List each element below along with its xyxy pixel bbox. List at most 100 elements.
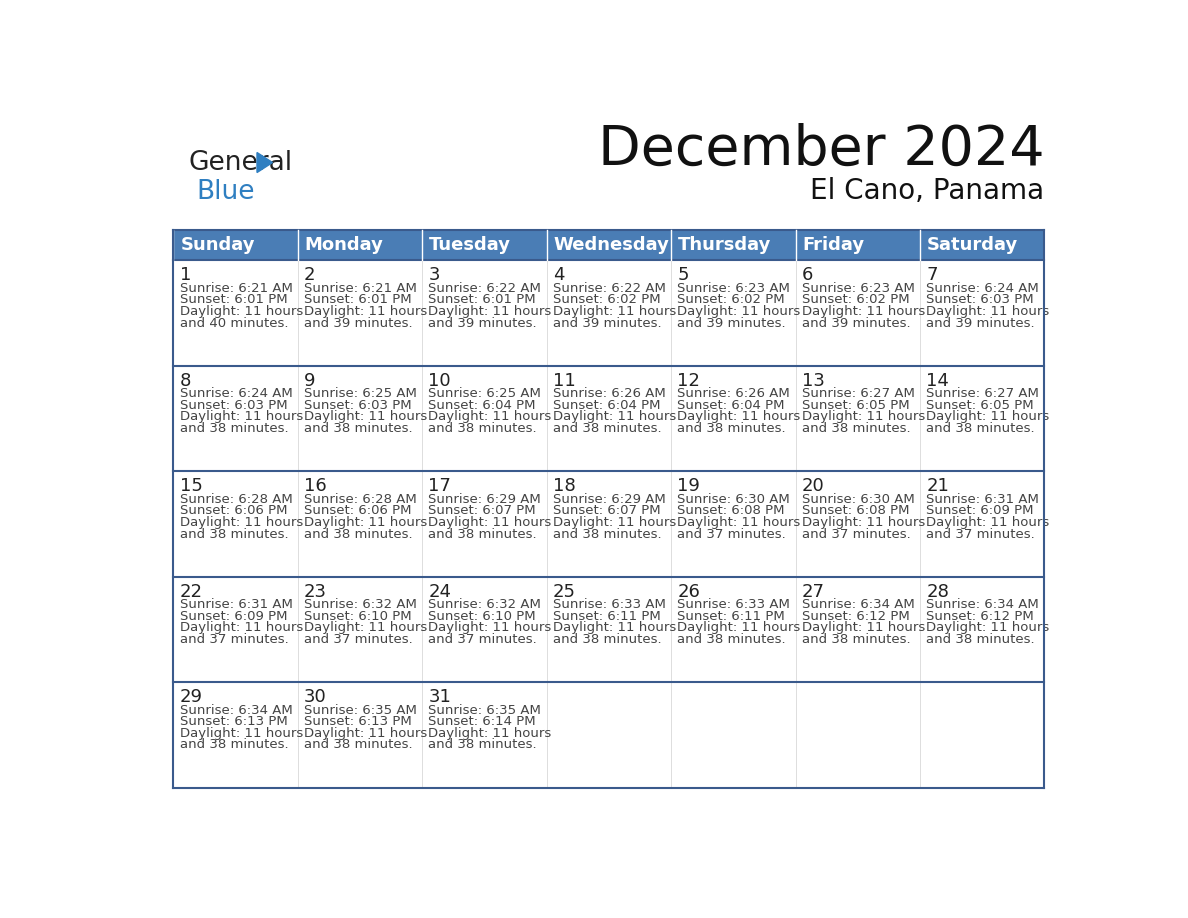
- Bar: [546, 261, 671, 365]
- Text: Sunset: 6:02 PM: Sunset: 6:02 PM: [677, 294, 785, 307]
- Text: 8: 8: [179, 372, 191, 390]
- Text: Sunset: 6:05 PM: Sunset: 6:05 PM: [802, 399, 909, 412]
- Text: and 39 minutes.: and 39 minutes.: [802, 317, 910, 330]
- Text: and 39 minutes.: and 39 minutes.: [304, 317, 412, 330]
- Text: Sunset: 6:01 PM: Sunset: 6:01 PM: [304, 294, 411, 307]
- Text: Sunrise: 6:21 AM: Sunrise: 6:21 AM: [179, 282, 292, 295]
- Text: and 38 minutes.: and 38 minutes.: [304, 528, 412, 541]
- Text: and 38 minutes.: and 38 minutes.: [552, 422, 662, 435]
- Text: Sunrise: 6:32 AM: Sunrise: 6:32 AM: [429, 599, 542, 611]
- Polygon shape: [257, 152, 272, 173]
- Bar: [546, 365, 671, 471]
- Text: and 38 minutes.: and 38 minutes.: [677, 422, 786, 435]
- Text: Daylight: 11 hours: Daylight: 11 hours: [552, 516, 676, 529]
- Text: Daylight: 11 hours: Daylight: 11 hours: [304, 727, 428, 740]
- Text: 23: 23: [304, 583, 327, 601]
- Text: Daylight: 11 hours: Daylight: 11 hours: [677, 516, 801, 529]
- Text: Sunset: 6:04 PM: Sunset: 6:04 PM: [429, 399, 536, 412]
- Bar: [671, 365, 796, 471]
- Text: Daylight: 11 hours: Daylight: 11 hours: [429, 621, 551, 634]
- Text: Daylight: 11 hours: Daylight: 11 hours: [677, 305, 801, 318]
- Text: Daylight: 11 hours: Daylight: 11 hours: [802, 621, 925, 634]
- Text: 5: 5: [677, 266, 689, 285]
- Text: Sunset: 6:07 PM: Sunset: 6:07 PM: [552, 504, 661, 518]
- Text: Sunset: 6:02 PM: Sunset: 6:02 PM: [552, 294, 661, 307]
- Text: 22: 22: [179, 583, 202, 601]
- Bar: [796, 261, 920, 365]
- Bar: [173, 682, 298, 788]
- Text: 24: 24: [429, 583, 451, 601]
- Text: and 39 minutes.: and 39 minutes.: [677, 317, 786, 330]
- Text: 29: 29: [179, 688, 202, 707]
- Bar: [173, 365, 298, 471]
- Text: 21: 21: [927, 477, 949, 496]
- Text: Sunrise: 6:27 AM: Sunrise: 6:27 AM: [927, 387, 1040, 400]
- Text: Sunset: 6:03 PM: Sunset: 6:03 PM: [927, 294, 1034, 307]
- Text: Sunset: 6:11 PM: Sunset: 6:11 PM: [552, 610, 661, 623]
- Text: 14: 14: [927, 372, 949, 390]
- Bar: [920, 682, 1044, 788]
- Text: and 38 minutes.: and 38 minutes.: [179, 738, 289, 752]
- Text: Daylight: 11 hours: Daylight: 11 hours: [304, 410, 428, 423]
- Text: and 38 minutes.: and 38 minutes.: [552, 528, 662, 541]
- Text: Sunset: 6:14 PM: Sunset: 6:14 PM: [429, 715, 536, 728]
- Text: 26: 26: [677, 583, 700, 601]
- Text: and 37 minutes.: and 37 minutes.: [304, 633, 412, 646]
- Text: Sunrise: 6:35 AM: Sunrise: 6:35 AM: [304, 704, 417, 717]
- Text: Friday: Friday: [802, 236, 865, 254]
- Text: Sunset: 6:10 PM: Sunset: 6:10 PM: [429, 610, 536, 623]
- Bar: [422, 230, 546, 261]
- Text: Sunset: 6:02 PM: Sunset: 6:02 PM: [802, 294, 909, 307]
- Text: and 38 minutes.: and 38 minutes.: [429, 528, 537, 541]
- Text: Sunset: 6:12 PM: Sunset: 6:12 PM: [927, 610, 1034, 623]
- Text: Sunrise: 6:34 AM: Sunrise: 6:34 AM: [802, 599, 915, 611]
- Text: 17: 17: [429, 477, 451, 496]
- Text: Sunset: 6:06 PM: Sunset: 6:06 PM: [304, 504, 411, 518]
- Bar: [298, 471, 422, 577]
- Bar: [298, 682, 422, 788]
- Text: and 39 minutes.: and 39 minutes.: [927, 317, 1035, 330]
- Text: Daylight: 11 hours: Daylight: 11 hours: [179, 727, 303, 740]
- Bar: [546, 577, 671, 682]
- Bar: [173, 577, 298, 682]
- Text: Sunset: 6:10 PM: Sunset: 6:10 PM: [304, 610, 411, 623]
- Text: and 39 minutes.: and 39 minutes.: [552, 317, 662, 330]
- Bar: [920, 230, 1044, 261]
- Text: 15: 15: [179, 477, 202, 496]
- Text: Sunrise: 6:22 AM: Sunrise: 6:22 AM: [429, 282, 542, 295]
- Text: 12: 12: [677, 372, 700, 390]
- Text: and 38 minutes.: and 38 minutes.: [927, 422, 1035, 435]
- Text: Sunset: 6:11 PM: Sunset: 6:11 PM: [677, 610, 785, 623]
- Text: 30: 30: [304, 688, 327, 707]
- Text: Sunrise: 6:33 AM: Sunrise: 6:33 AM: [677, 599, 790, 611]
- Text: Sunset: 6:09 PM: Sunset: 6:09 PM: [179, 610, 287, 623]
- Text: Sunrise: 6:29 AM: Sunrise: 6:29 AM: [429, 493, 542, 506]
- Text: Sunrise: 6:34 AM: Sunrise: 6:34 AM: [927, 599, 1040, 611]
- Text: 28: 28: [927, 583, 949, 601]
- Text: Sunrise: 6:24 AM: Sunrise: 6:24 AM: [179, 387, 292, 400]
- Text: Sunrise: 6:31 AM: Sunrise: 6:31 AM: [927, 493, 1040, 506]
- Text: Sunrise: 6:31 AM: Sunrise: 6:31 AM: [179, 599, 292, 611]
- Text: 7: 7: [927, 266, 937, 285]
- Text: Daylight: 11 hours: Daylight: 11 hours: [802, 410, 925, 423]
- Bar: [671, 682, 796, 788]
- Text: and 38 minutes.: and 38 minutes.: [429, 422, 537, 435]
- Bar: [298, 577, 422, 682]
- Bar: [546, 682, 671, 788]
- Bar: [796, 365, 920, 471]
- Text: 10: 10: [429, 372, 451, 390]
- Text: Daylight: 11 hours: Daylight: 11 hours: [552, 305, 676, 318]
- Text: and 37 minutes.: and 37 minutes.: [179, 633, 289, 646]
- Text: and 38 minutes.: and 38 minutes.: [552, 633, 662, 646]
- Text: Sunrise: 6:30 AM: Sunrise: 6:30 AM: [677, 493, 790, 506]
- Text: 16: 16: [304, 477, 327, 496]
- Text: Saturday: Saturday: [927, 236, 1018, 254]
- Text: Sunrise: 6:32 AM: Sunrise: 6:32 AM: [304, 599, 417, 611]
- Text: 25: 25: [552, 583, 576, 601]
- Text: 31: 31: [429, 688, 451, 707]
- Text: Daylight: 11 hours: Daylight: 11 hours: [179, 305, 303, 318]
- Text: 18: 18: [552, 477, 575, 496]
- Bar: [173, 261, 298, 365]
- Text: Sunset: 6:07 PM: Sunset: 6:07 PM: [429, 504, 536, 518]
- Text: Daylight: 11 hours: Daylight: 11 hours: [304, 621, 428, 634]
